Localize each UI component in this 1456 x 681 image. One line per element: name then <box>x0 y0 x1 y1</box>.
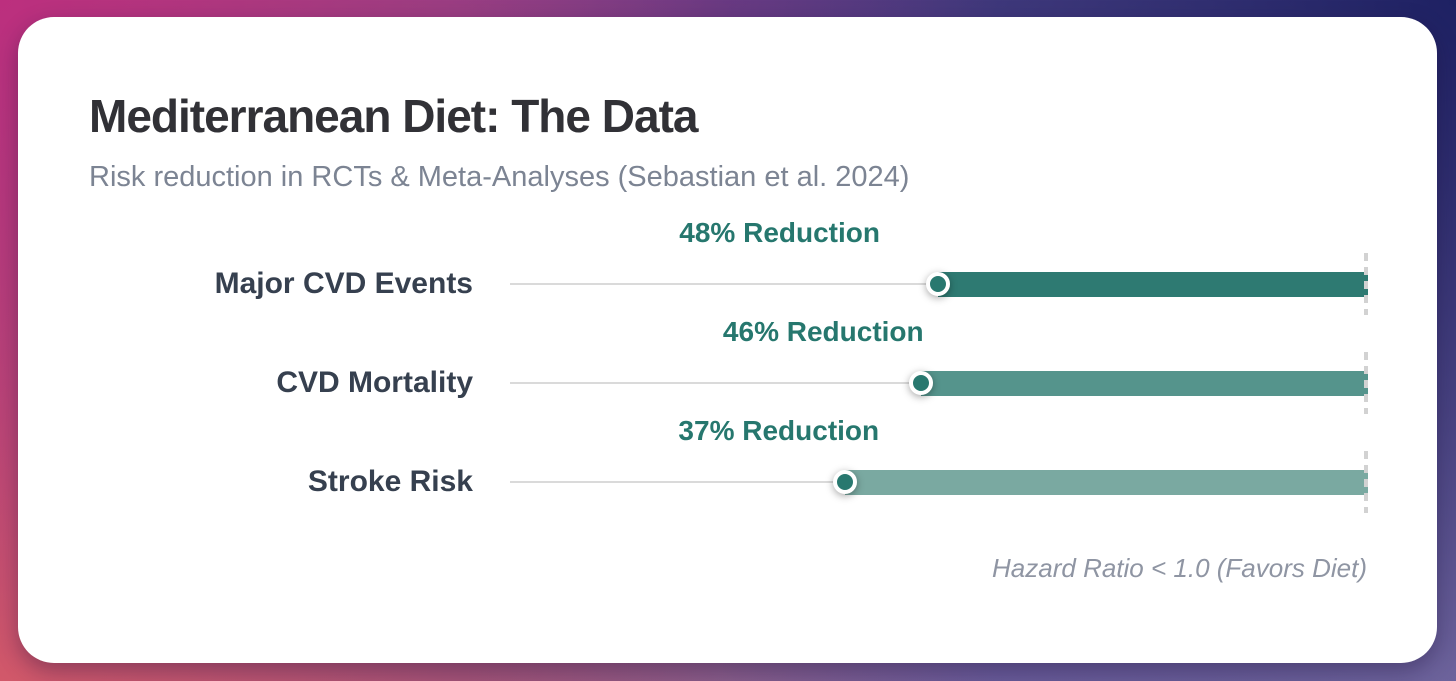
hazard-ratio-bar <box>920 371 1368 396</box>
track-line <box>510 481 845 483</box>
track-line <box>510 283 938 285</box>
reference-dashed-line <box>1364 253 1368 315</box>
point-marker <box>832 470 857 494</box>
hazard-ratio-bar <box>844 470 1368 495</box>
value-annotation: 37% Reduction <box>678 415 880 446</box>
axis-note: Hazard Ratio < 1.0 (Favors Diet) <box>992 553 1367 583</box>
point-marker <box>926 272 950 296</box>
point-marker <box>908 371 933 395</box>
track-line <box>510 382 921 384</box>
category-label: Major CVD Events <box>214 267 473 300</box>
hazard-ratio-bar <box>938 272 1368 297</box>
value-annotation: 46% Reduction <box>722 316 924 347</box>
lollipop-chart: Major CVD Events 48% Reduction CVD Morta… <box>18 17 1437 663</box>
reference-dashed-line <box>1364 352 1368 414</box>
chart-subtitle: Risk reduction in RCTs & Meta-Analyses (… <box>89 161 910 193</box>
category-label: CVD Mortality <box>276 366 473 399</box>
reference-dashed-line <box>1364 451 1368 513</box>
value-annotation: 48% Reduction <box>679 217 880 248</box>
category-label: Stroke Risk <box>307 465 473 498</box>
page-title: Mediterranean Diet: The Data <box>89 90 698 142</box>
chart-card: Mediterranean Diet: The Data Risk reduct… <box>18 17 1437 663</box>
